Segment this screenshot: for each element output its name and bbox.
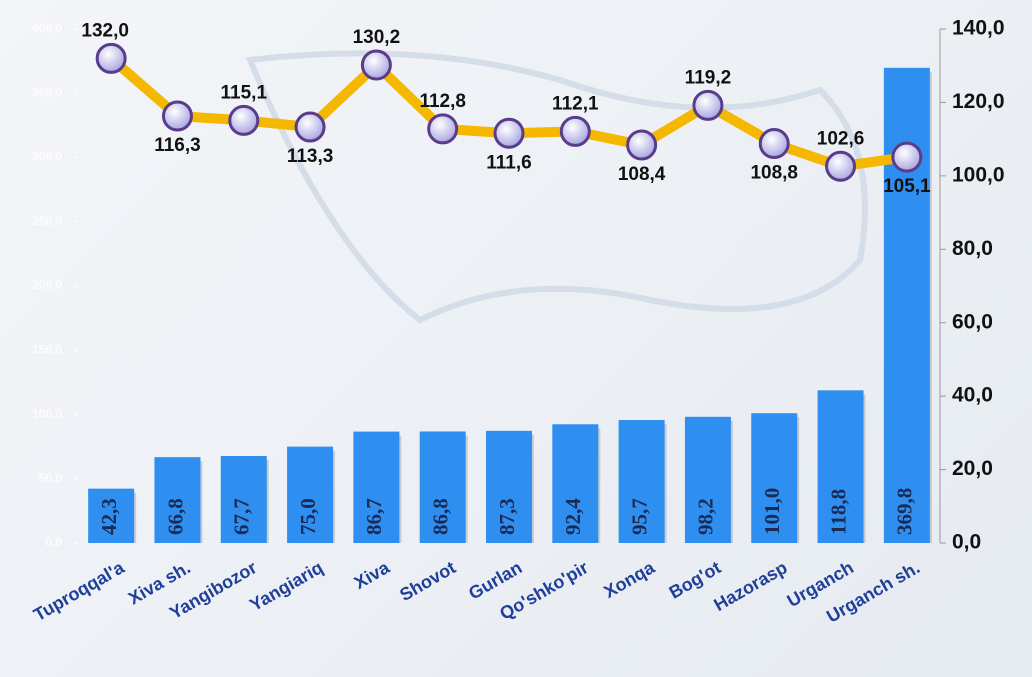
bar-label: 66,8 bbox=[163, 498, 187, 535]
bar-label: 67,7 bbox=[230, 498, 254, 535]
line-point bbox=[161, 100, 193, 132]
line-point bbox=[294, 111, 326, 143]
bar bbox=[552, 424, 599, 543]
bar-label: 98,2 bbox=[694, 498, 718, 535]
bar bbox=[287, 446, 334, 543]
bar-label: 101,0 bbox=[760, 488, 784, 535]
map-outline bbox=[245, 50, 868, 324]
y-tick-label: 200,0 bbox=[32, 278, 62, 292]
bar bbox=[88, 488, 135, 543]
line-label: 132,0 bbox=[81, 20, 129, 41]
bar-label: 87,3 bbox=[495, 498, 519, 535]
x-tick-label: Shovot bbox=[396, 557, 459, 605]
bar bbox=[751, 413, 798, 543]
line-point bbox=[559, 115, 591, 147]
y2-tick-label: 120,0 bbox=[952, 90, 1005, 113]
line-label: 113,3 bbox=[287, 146, 334, 167]
bar bbox=[353, 431, 400, 543]
y-tick-label: 300,0 bbox=[32, 150, 62, 164]
y2-tick-label: 20,0 bbox=[952, 457, 993, 480]
bar bbox=[618, 420, 665, 543]
line-point bbox=[228, 104, 260, 136]
y-tick-label: 400,0 bbox=[32, 21, 62, 35]
bar-label: 92,4 bbox=[561, 498, 585, 535]
line-point bbox=[427, 113, 459, 145]
x-tick-label: Xonqa bbox=[600, 557, 658, 602]
line-label: 108,4 bbox=[618, 164, 666, 185]
y2-tick-label: 60,0 bbox=[952, 310, 993, 333]
bar-label: 42,3 bbox=[97, 498, 121, 535]
line-label: 115,1 bbox=[221, 82, 268, 103]
y-tick-label: 0,0 bbox=[45, 535, 62, 549]
x-tick-label: Yangiariq bbox=[246, 557, 326, 615]
line-point bbox=[891, 141, 923, 173]
line-label: 112,8 bbox=[419, 91, 466, 112]
line-point bbox=[493, 117, 525, 149]
line-label: 116,3 bbox=[154, 135, 201, 156]
line-point bbox=[692, 89, 724, 121]
line-point bbox=[825, 150, 857, 182]
line-label: 130,2 bbox=[353, 27, 401, 48]
bar-label: 75,0 bbox=[296, 498, 320, 535]
x-tick-label: Tuproqqal'a bbox=[30, 557, 128, 625]
y2-tick-label: 0,0 bbox=[952, 531, 981, 554]
bar bbox=[817, 390, 864, 543]
bar bbox=[486, 430, 532, 543]
line-point bbox=[758, 128, 790, 160]
y-tick-label: 150,0 bbox=[32, 342, 62, 356]
y-tick-label: 350,0 bbox=[32, 85, 62, 99]
line-point bbox=[360, 49, 392, 81]
y2-tick-label: 40,0 bbox=[952, 384, 993, 407]
bar bbox=[883, 67, 930, 543]
y-tick-label: 100,0 bbox=[32, 407, 62, 421]
bar bbox=[154, 457, 201, 543]
y2-tick-label: 100,0 bbox=[952, 163, 1005, 186]
line-label: 102,6 bbox=[817, 128, 865, 149]
y-tick-label: 250,0 bbox=[32, 214, 62, 228]
y2-tick-label: 80,0 bbox=[952, 237, 993, 260]
line-label: 108,8 bbox=[750, 163, 798, 184]
bar-label: 369,8 bbox=[893, 488, 917, 535]
x-tick-label: Hazorasp bbox=[710, 557, 790, 615]
bar-label: 95,7 bbox=[627, 498, 651, 535]
bar-label: 118,8 bbox=[826, 489, 850, 535]
bar bbox=[220, 456, 267, 543]
bar bbox=[684, 416, 731, 543]
line-point bbox=[626, 129, 658, 161]
bar bbox=[419, 431, 466, 543]
x-tick-label: Xiva bbox=[351, 557, 394, 593]
line-label: 111,6 bbox=[486, 152, 531, 173]
line-label: 119,2 bbox=[685, 67, 732, 88]
bar-label: 86,7 bbox=[362, 498, 386, 535]
y-tick-label: 50,0 bbox=[39, 471, 63, 485]
bar-label: 86,8 bbox=[429, 498, 453, 535]
y2-tick-label: 140,0 bbox=[952, 17, 1005, 40]
line-point bbox=[95, 42, 127, 74]
line-label: 105,1 bbox=[883, 176, 931, 197]
line-label: 112,1 bbox=[552, 93, 599, 114]
